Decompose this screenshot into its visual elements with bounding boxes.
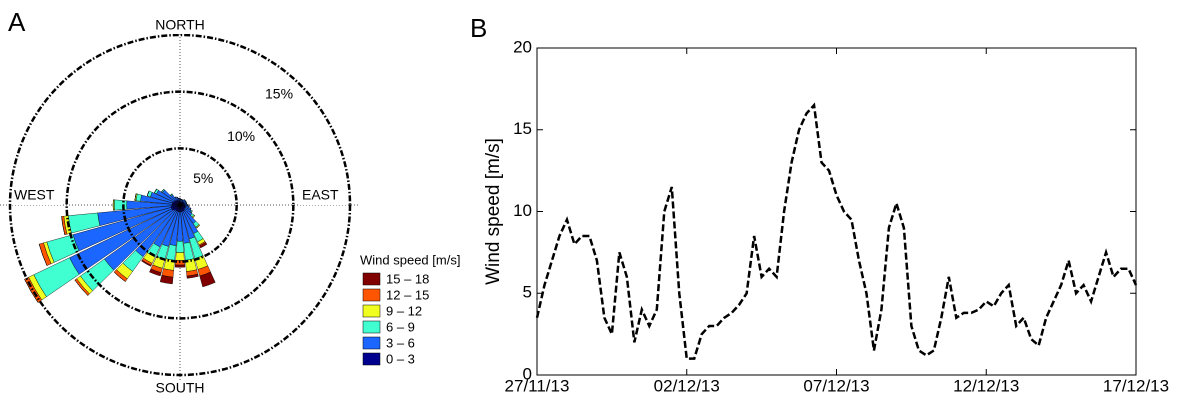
wedge bbox=[191, 210, 193, 213]
wedge bbox=[113, 271, 126, 282]
label-bg bbox=[146, 380, 214, 398]
r-tick-label: 10% bbox=[227, 128, 255, 144]
legend-label: 6 – 9 bbox=[386, 319, 415, 334]
legend-label: 3 – 6 bbox=[386, 335, 415, 350]
label-bg bbox=[300, 187, 346, 205]
panel-title: A bbox=[8, 7, 26, 37]
wedge bbox=[199, 242, 208, 249]
legend-label: 0 – 3 bbox=[386, 351, 415, 366]
x-tick-label: 17/12/13 bbox=[1103, 376, 1169, 395]
r-tick-label: 5% bbox=[193, 170, 213, 186]
wedge bbox=[141, 259, 152, 267]
grid-circle bbox=[65, 90, 295, 320]
y-tick-label: 15 bbox=[513, 119, 532, 138]
direction-label: WEST bbox=[14, 187, 55, 203]
y-tick-label: 0 bbox=[523, 364, 532, 383]
legend-label: 9 – 12 bbox=[386, 303, 422, 318]
wedge bbox=[74, 279, 88, 296]
grid-circle bbox=[122, 147, 238, 263]
legend-swatch bbox=[362, 272, 381, 286]
direction-label: SOUTH bbox=[156, 380, 205, 396]
legend-label: 15 – 18 bbox=[386, 271, 429, 286]
legend-title: Wind speed [m/s] bbox=[360, 252, 460, 267]
label-bg bbox=[12, 187, 62, 205]
wedge bbox=[61, 216, 65, 235]
y-tick-label: 10 bbox=[513, 201, 532, 220]
panel-title: B bbox=[470, 13, 487, 43]
wedge bbox=[176, 240, 184, 253]
legend-swatch bbox=[362, 288, 381, 302]
wedge bbox=[174, 264, 186, 268]
wedge bbox=[154, 188, 157, 193]
direction-label: NORTH bbox=[155, 17, 205, 33]
x-tick-label: 27/11/13 bbox=[505, 376, 570, 395]
x-tick-label: 07/12/13 bbox=[803, 376, 869, 395]
legend-label: 12 – 15 bbox=[386, 287, 429, 302]
label-bg bbox=[148, 16, 212, 34]
plot-frame bbox=[536, 47, 1137, 376]
wedge bbox=[175, 252, 185, 261]
wedge bbox=[149, 268, 162, 277]
y-tick-label: 20 bbox=[513, 37, 532, 56]
wedge bbox=[159, 274, 174, 285]
wedge bbox=[192, 215, 195, 218]
y-tick-label: 5 bbox=[523, 283, 532, 302]
x-tick-label: 12/12/13 bbox=[953, 376, 1019, 395]
wedge bbox=[24, 279, 39, 303]
wedge bbox=[170, 193, 173, 196]
line bbox=[535, 102, 1138, 360]
direction-label: EAST bbox=[302, 187, 339, 203]
wedge bbox=[161, 188, 164, 192]
legend-swatch bbox=[362, 304, 381, 318]
wedge bbox=[114, 199, 128, 211]
wedge bbox=[199, 271, 216, 288]
legend-swatch bbox=[362, 320, 381, 334]
wedge bbox=[186, 273, 199, 279]
x-tick-label: 02/12/13 bbox=[654, 376, 720, 395]
r-tick-label: 15% bbox=[265, 86, 293, 102]
legend-swatch bbox=[362, 352, 381, 366]
legend-swatch bbox=[362, 336, 381, 350]
grid-circle bbox=[8, 33, 352, 377]
y-axis-label: Wind speed [m/s] bbox=[483, 138, 504, 285]
